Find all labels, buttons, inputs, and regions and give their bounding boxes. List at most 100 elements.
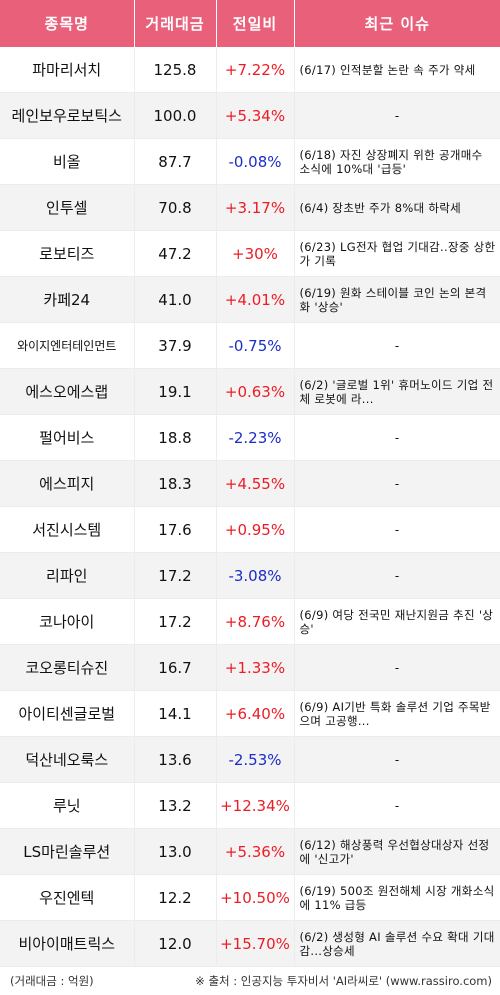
recent-issue: - bbox=[293, 414, 500, 461]
stock-name: 우진엔텍 bbox=[0, 874, 134, 921]
stock-name: 파마리서치 bbox=[0, 47, 134, 93]
trade-amount: 14.1 bbox=[133, 690, 216, 737]
trade-amount: 13.6 bbox=[133, 736, 216, 783]
stock-name: 코나아이 bbox=[0, 598, 134, 645]
trade-amount: 17.6 bbox=[133, 506, 216, 553]
table-row: 코나아이 17.2 +8.76% (6/9) 여당 전국민 재난지원금 추진 '상승' bbox=[0, 598, 500, 645]
header-issue: 최근 이슈 bbox=[293, 0, 500, 47]
table-row: 에스피지 18.3 +4.55% - bbox=[0, 460, 500, 507]
stock-name: 비아이매트릭스 bbox=[0, 920, 134, 967]
stock-name: 코오롱티슈진 bbox=[0, 644, 134, 691]
change-rate: +6.40% bbox=[215, 690, 294, 737]
table-body: 파마리서치 125.8 +7.22% (6/17) 인적분할 논란 속 주가 약세 레인… bbox=[0, 47, 500, 967]
stock-name: 레인보우로보틱스 bbox=[0, 92, 134, 139]
table-row: 비아이매트릭스 12.0 +15.70% (6/2) 생성형 AI 솔루션 수요 확대… bbox=[0, 920, 500, 967]
trade-amount: 12.0 bbox=[133, 920, 216, 967]
table-row: 카페24 41.0 +4.01% (6/19) 원화 스테이블 코인 논의 본격화 '… bbox=[0, 276, 500, 323]
table-row: 파마리서치 125.8 +7.22% (6/17) 인적분할 논란 속 주가 약세 bbox=[0, 47, 500, 93]
stock-table: 종목명 거래대금 전일비 최근 이슈 파마리서치 125.8 +7.22% (6/17… bbox=[0, 0, 500, 967]
change-rate: +4.01% bbox=[215, 276, 294, 323]
stock-name: 비올 bbox=[0, 138, 134, 185]
change-rate: +7.22% bbox=[215, 47, 294, 93]
change-rate: -2.53% bbox=[215, 736, 294, 783]
trade-amount: 125.8 bbox=[133, 47, 216, 93]
table-row: 레인보우로보틱스 100.0 +5.34% - bbox=[0, 92, 500, 139]
table-row: 리파인 17.2 -3.08% - bbox=[0, 552, 500, 599]
recent-issue: - bbox=[293, 322, 500, 369]
trade-amount: 37.9 bbox=[133, 322, 216, 369]
recent-issue: - bbox=[293, 460, 500, 507]
change-rate: +0.95% bbox=[215, 506, 294, 553]
trade-amount: 18.8 bbox=[133, 414, 216, 461]
recent-issue: (6/2) 생성형 AI 솔루션 수요 확대 기대감...상승세 bbox=[293, 920, 500, 967]
table-row: LS마린솔루션 13.0 +5.36% (6/12) 해상풍력 우선협상대상자 선정에… bbox=[0, 828, 500, 875]
stock-name: 로보티즈 bbox=[0, 230, 134, 277]
change-rate: +30% bbox=[215, 230, 294, 277]
stock-name: 루닛 bbox=[0, 782, 134, 829]
table-row: 코오롱티슈진 16.7 +1.33% - bbox=[0, 644, 500, 691]
change-rate: +12.34% bbox=[215, 782, 294, 829]
table-row: 인투셀 70.8 +3.17% (6/4) 장초반 주가 8%대 하락세 bbox=[0, 184, 500, 231]
change-rate: +1.33% bbox=[215, 644, 294, 691]
recent-issue: (6/19) 500조 원전해체 시장 개화소식에 11% 급등 bbox=[293, 874, 500, 921]
change-rate: +3.17% bbox=[215, 184, 294, 231]
recent-issue: - bbox=[293, 552, 500, 599]
table-row: 비올 87.7 -0.08% (6/18) 자진 상장폐지 위한 공개매수 소식에 1… bbox=[0, 138, 500, 185]
stock-name: 리파인 bbox=[0, 552, 134, 599]
table-row: 와이지엔터테인먼트 37.9 -0.75% - bbox=[0, 322, 500, 369]
trade-amount: 13.2 bbox=[133, 782, 216, 829]
trade-amount: 47.2 bbox=[133, 230, 216, 277]
trade-amount: 41.0 bbox=[133, 276, 216, 323]
stock-name: 카페24 bbox=[0, 276, 134, 323]
stock-name: 인투셀 bbox=[0, 184, 134, 231]
table-row: 로보티즈 47.2 +30% (6/23) LG전자 협업 기대감..장중 상한가 기… bbox=[0, 230, 500, 277]
stock-name: 에스오에스랩 bbox=[0, 368, 134, 415]
recent-issue: - bbox=[293, 644, 500, 691]
stock-name: 와이지엔터테인먼트 bbox=[0, 322, 134, 369]
change-rate: -3.08% bbox=[215, 552, 294, 599]
trade-amount: 17.2 bbox=[133, 552, 216, 599]
trade-amount: 13.0 bbox=[133, 828, 216, 875]
trade-amount: 18.3 bbox=[133, 460, 216, 507]
table-row: 펄어비스 18.8 -2.23% - bbox=[0, 414, 500, 461]
stock-name: 서진시스템 bbox=[0, 506, 134, 553]
recent-issue: - bbox=[293, 92, 500, 139]
unit-note: (거래대금 : 억원) bbox=[10, 974, 94, 988]
stock-name: 덕산네오룩스 bbox=[0, 736, 134, 783]
change-rate: +0.63% bbox=[215, 368, 294, 415]
trade-amount: 16.7 bbox=[133, 644, 216, 691]
change-rate: -0.08% bbox=[215, 138, 294, 185]
trade-amount: 19.1 bbox=[133, 368, 216, 415]
stock-name: 에스피지 bbox=[0, 460, 134, 507]
table-row: 루닛 13.2 +12.34% - bbox=[0, 782, 500, 829]
trade-amount: 12.2 bbox=[133, 874, 216, 921]
table-row: 서진시스템 17.6 +0.95% - bbox=[0, 506, 500, 553]
change-rate: +10.50% bbox=[215, 874, 294, 921]
recent-issue: (6/19) 원화 스테이블 코인 논의 본격화 '상승' bbox=[293, 276, 500, 323]
footer: (거래대금 : 억원) ※ 출처 : 인공지능 투자비서 'AI라씨로' (ww… bbox=[0, 967, 500, 995]
header-name: 종목명 bbox=[0, 0, 134, 47]
stock-name: 펄어비스 bbox=[0, 414, 134, 461]
recent-issue: (6/9) AI기반 특화 솔루션 기업 주목받으며 고공행... bbox=[293, 690, 500, 737]
recent-issue: (6/9) 여당 전국민 재난지원금 추진 '상승' bbox=[293, 598, 500, 645]
recent-issue: (6/4) 장초반 주가 8%대 하락세 bbox=[293, 184, 500, 231]
trade-amount: 70.8 bbox=[133, 184, 216, 231]
recent-issue: - bbox=[293, 506, 500, 553]
recent-issue: (6/12) 해상풍력 우선협상대상자 선정에 '신고가' bbox=[293, 828, 500, 875]
stock-name: LS마린솔루션 bbox=[0, 828, 134, 875]
trade-amount: 17.2 bbox=[133, 598, 216, 645]
recent-issue: - bbox=[293, 736, 500, 783]
change-rate: +15.70% bbox=[215, 920, 294, 967]
trade-amount: 87.7 bbox=[133, 138, 216, 185]
stock-name: 아이티센글로벌 bbox=[0, 690, 134, 737]
change-rate: +5.36% bbox=[215, 828, 294, 875]
recent-issue: (6/2) '글로벌 1위' 휴머노이드 기업 전체 로봇에 라... bbox=[293, 368, 500, 415]
recent-issue: (6/18) 자진 상장폐지 위한 공개매수 소식에 10%대 '급등' bbox=[293, 138, 500, 185]
recent-issue: (6/17) 인적분할 논란 속 주가 약세 bbox=[293, 47, 500, 93]
header-amount: 거래대금 bbox=[133, 0, 216, 47]
source-note: ※ 출처 : 인공지능 투자비서 'AI라씨로' (www.rassiro.co… bbox=[195, 974, 492, 988]
change-rate: +5.34% bbox=[215, 92, 294, 139]
table-row: 에스오에스랩 19.1 +0.63% (6/2) '글로벌 1위' 휴머노이드 기업 … bbox=[0, 368, 500, 415]
change-rate: +4.55% bbox=[215, 460, 294, 507]
